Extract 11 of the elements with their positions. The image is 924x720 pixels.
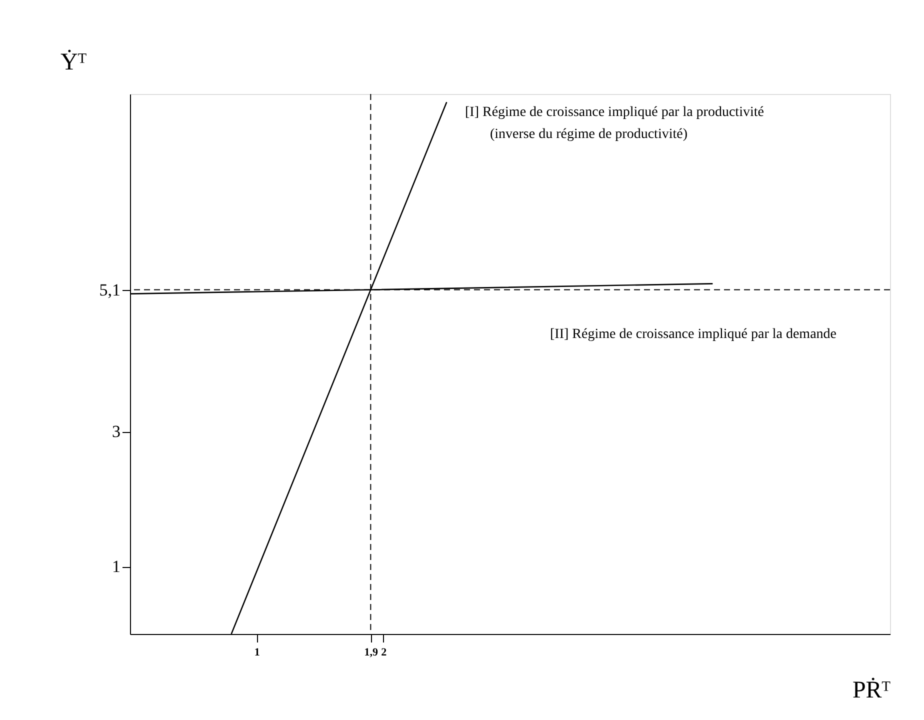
x-axis-title: PṘᵀ	[852, 678, 891, 704]
y-axis-title: Ẏᵀ	[60, 50, 87, 76]
x-tick-label: 2	[381, 646, 388, 658]
y-tick-label: 1	[112, 557, 120, 576]
x-tick-label: 1,9	[364, 646, 379, 658]
annotation: [II] Régime de croissance impliqué par la demande	[550, 327, 836, 342]
annotation: (inverse du régime de productivité)	[490, 127, 688, 142]
x-tick-label: 1	[254, 646, 260, 658]
annotation: [I] Régime de croissance impliqué par la productivité	[465, 105, 764, 120]
y-tick-label: 3	[112, 422, 120, 441]
y-tick-label: 5,1	[99, 280, 120, 300]
